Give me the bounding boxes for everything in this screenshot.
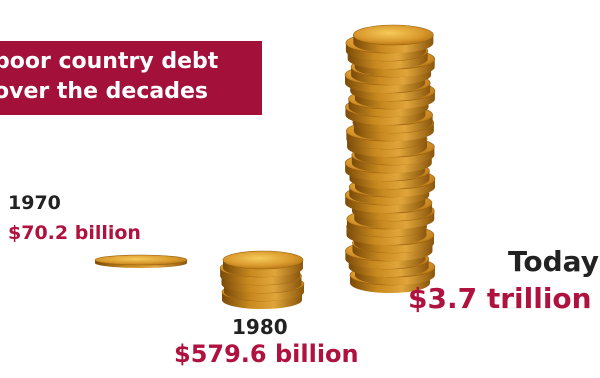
coin-stack-today [344, 24, 436, 293]
year-label-1970: 1970 [8, 192, 61, 214]
chart-title-banner: poor country debt over the decades [0, 41, 262, 115]
year-label-today: Today [508, 245, 599, 278]
coin-top [353, 24, 434, 46]
title-line-2: over the decades [0, 79, 208, 104]
coin-top [222, 250, 304, 270]
coin-top [94, 254, 188, 266]
value-label-1970: $70.2 billion [8, 222, 141, 244]
title-line-1: poor country debt [0, 49, 219, 74]
coin-stack-1970 [94, 254, 188, 268]
year-label-1980: 1980 [232, 315, 288, 339]
value-label-today: $3.7 trillion [408, 282, 592, 315]
value-label-1980: $579.6 billion [174, 340, 359, 368]
coin-stack-1980 [219, 250, 305, 309]
